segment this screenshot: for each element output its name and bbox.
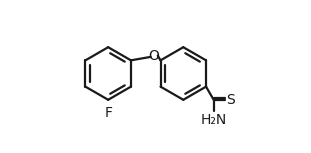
Text: S: S — [226, 93, 235, 107]
Text: O: O — [148, 49, 159, 63]
Text: H₂N: H₂N — [201, 113, 227, 127]
Text: F: F — [104, 106, 112, 120]
